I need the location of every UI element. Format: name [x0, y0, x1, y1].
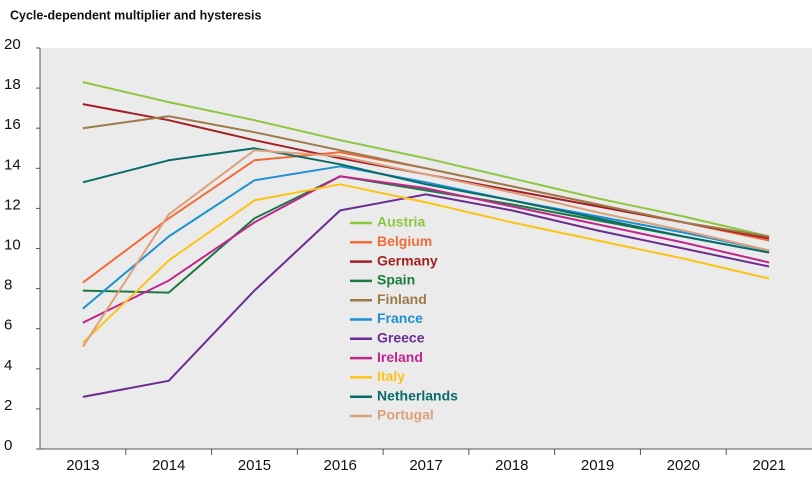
x-tick-label: 2018	[495, 457, 528, 474]
legend-label: Belgium	[377, 233, 432, 249]
x-tick-label: 2013	[66, 457, 99, 474]
y-tick-label: 2	[4, 397, 12, 414]
chart-title: Cycle-dependent multiplier and hysteresi…	[10, 8, 262, 22]
legend-label: Portugal	[377, 407, 434, 423]
line-series	[82, 165, 770, 310]
legend-label: Finland	[377, 291, 427, 307]
legend-label: Netherlands	[377, 387, 458, 403]
x-tick-label: 2019	[581, 457, 614, 474]
legend-label: Germany	[377, 252, 438, 268]
legend-label: Greece	[377, 330, 425, 346]
y-tick-label: 6	[4, 317, 12, 334]
x-tick-label: 2017	[409, 457, 442, 474]
x-tick-label: 2020	[667, 457, 700, 474]
legend-label: France	[377, 310, 423, 326]
line-series	[82, 183, 770, 344]
y-tick-label: 12	[4, 196, 21, 213]
line-series	[82, 147, 770, 254]
x-tick-label: 2016	[324, 457, 357, 474]
y-tick-label: 20	[4, 36, 21, 53]
x-tick-label: 2014	[152, 457, 185, 474]
y-tick-label: 8	[4, 277, 12, 294]
line-series	[82, 149, 770, 348]
y-tick-label: 4	[4, 357, 12, 374]
y-tick-label: 10	[4, 236, 21, 253]
y-tick-label: 18	[4, 76, 21, 93]
line-series	[82, 175, 770, 324]
legend-label: Italy	[377, 368, 405, 384]
line-series	[82, 115, 770, 238]
y-tick-label: 0	[4, 437, 12, 454]
line-series	[82, 193, 770, 398]
line-series	[82, 81, 770, 238]
legend-label: Austria	[377, 214, 425, 230]
legend-label: Spain	[377, 272, 415, 288]
x-tick-label: 2015	[238, 457, 271, 474]
y-tick-label: 16	[4, 116, 21, 133]
y-tick-label: 14	[4, 156, 21, 173]
x-tick-label: 2021	[752, 457, 785, 474]
legend-label: Ireland	[377, 349, 423, 365]
